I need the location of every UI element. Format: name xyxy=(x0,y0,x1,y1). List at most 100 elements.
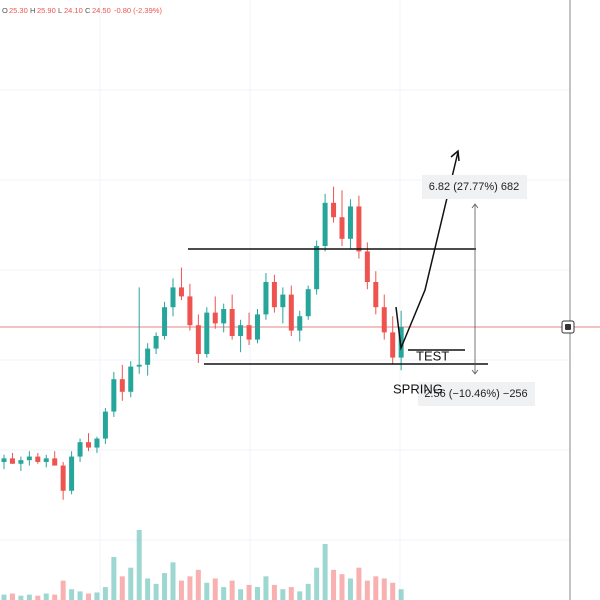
candle-body xyxy=(339,217,345,239)
volume-bar xyxy=(271,584,277,600)
volume-bar xyxy=(347,578,353,600)
volume-bar xyxy=(314,567,320,600)
measure-arrow-up xyxy=(471,203,479,209)
candle-body xyxy=(373,282,379,308)
candle-body xyxy=(305,289,311,317)
candle-body xyxy=(238,325,244,336)
volume-bar xyxy=(331,569,337,600)
candle-body xyxy=(212,312,218,324)
candle-body xyxy=(314,246,320,290)
candle-body xyxy=(263,282,269,315)
candle-body xyxy=(94,438,100,448)
candle-body xyxy=(153,335,159,349)
volume-bar xyxy=(322,544,328,600)
volume-bar xyxy=(111,556,117,600)
volume-bar xyxy=(69,589,75,600)
volume-bar xyxy=(221,587,227,600)
measure-up-label: 6.82 (27.77%) 682 xyxy=(429,181,520,193)
candle-layer xyxy=(1,186,404,500)
volume-bar xyxy=(9,593,15,600)
candle-body xyxy=(35,456,41,462)
volume-bar xyxy=(246,584,252,600)
candle-body xyxy=(390,332,396,358)
legend-label: O xyxy=(2,6,8,15)
candle-body xyxy=(195,325,201,354)
candle-body xyxy=(43,458,49,462)
volume-bar xyxy=(94,592,100,600)
measure-down-box xyxy=(418,382,535,406)
volume-bar xyxy=(52,594,58,600)
volume-bar xyxy=(136,530,142,600)
volume-bar xyxy=(178,580,184,600)
volume-bar xyxy=(305,583,311,600)
candle-body xyxy=(178,287,184,297)
volume-bar xyxy=(204,582,210,600)
candle-body xyxy=(1,458,7,462)
candle-body xyxy=(187,296,193,326)
candle-body xyxy=(280,294,286,308)
candle-body xyxy=(288,294,294,331)
measure-arrow-down xyxy=(471,369,479,375)
volume-bar xyxy=(263,576,269,600)
candle-body xyxy=(128,366,134,392)
legend-change: -0.80 (-2.39%) xyxy=(114,6,162,15)
candle-body xyxy=(77,442,83,457)
volume-bar xyxy=(170,562,176,600)
volume-bar xyxy=(26,594,32,600)
volume-bar xyxy=(187,576,193,600)
candle-body xyxy=(86,442,91,448)
candle-body xyxy=(69,456,75,491)
test-label: TEST xyxy=(416,348,449,363)
projection-arrow xyxy=(395,151,459,351)
legend-value: 24.10 xyxy=(64,6,83,15)
spring-label: SPRING xyxy=(393,381,443,396)
volume-bar xyxy=(238,589,244,600)
legend-value: 25.30 xyxy=(9,6,28,15)
volume-bar xyxy=(280,589,286,600)
volume-bar xyxy=(162,573,168,600)
candle-body xyxy=(246,325,252,340)
volume-bar xyxy=(128,567,134,600)
candle-body xyxy=(255,314,260,340)
volume-bar xyxy=(373,576,379,600)
volume-bar xyxy=(381,578,387,600)
candle-body xyxy=(398,326,404,358)
volume-bar xyxy=(43,593,49,600)
candle-body xyxy=(102,411,108,439)
volume-bar xyxy=(356,567,362,600)
candle-body xyxy=(18,460,24,464)
volume-bar xyxy=(102,587,108,600)
candle-body xyxy=(26,456,32,461)
volume-bar xyxy=(288,587,294,600)
volume-bar xyxy=(195,569,201,600)
candle-body xyxy=(162,307,168,336)
legend-value: 24.50 xyxy=(92,6,111,15)
measure-up-box xyxy=(422,175,527,199)
candle-body xyxy=(331,202,337,218)
legend-value: 25.90 xyxy=(37,6,56,15)
drawings xyxy=(188,149,488,375)
candle-body xyxy=(145,348,151,365)
candle-body xyxy=(356,206,362,252)
volume-bar xyxy=(390,582,396,600)
volume-bar xyxy=(86,593,91,600)
volume-bar xyxy=(212,578,218,600)
candle-body xyxy=(381,307,387,333)
volume-bar xyxy=(77,591,83,600)
arrow-head xyxy=(450,149,460,162)
legend-label: H xyxy=(30,6,35,15)
measure-down-label: 2.56 (−10.46%) −256 xyxy=(424,388,527,400)
volume-bar xyxy=(60,580,66,600)
candle-body xyxy=(9,458,15,464)
candle-body xyxy=(221,308,227,324)
price-marker-dot xyxy=(565,324,571,330)
volume-bar xyxy=(297,591,303,600)
candle-body xyxy=(297,316,303,331)
volume-layer xyxy=(1,530,404,600)
volume-bar xyxy=(339,574,345,600)
volume-bar xyxy=(18,595,24,600)
grid xyxy=(0,0,570,600)
volume-bar xyxy=(1,594,7,600)
candle-body xyxy=(271,282,277,308)
